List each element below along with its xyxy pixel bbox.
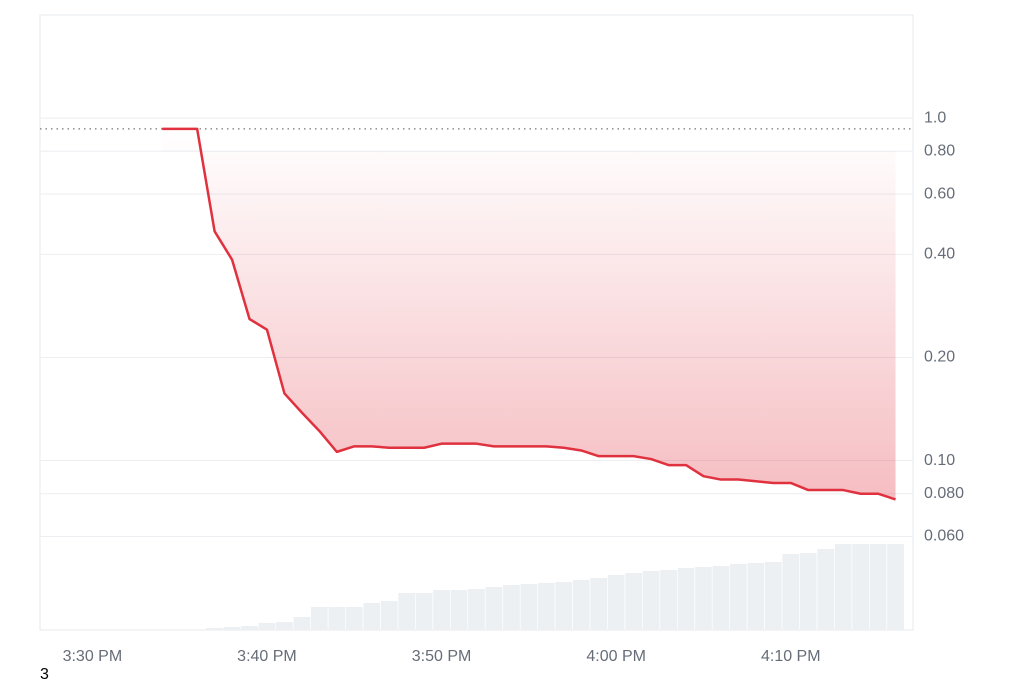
volume-bar [782, 554, 800, 630]
volume-bar [625, 573, 643, 630]
price-area [162, 128, 896, 500]
volume-bar [817, 549, 835, 630]
volume-bar [503, 585, 520, 630]
y-tick-label: 0.20 [924, 349, 955, 366]
volume-bar [799, 553, 817, 630]
volume-bar [258, 623, 276, 630]
volume-bar [310, 607, 328, 630]
x-tick-label: 3:50 PM [412, 648, 472, 665]
x-tick-label: 4:10 PM [761, 648, 821, 665]
volume-bar [695, 567, 712, 630]
volume-bar [380, 601, 398, 630]
y-tick-label: 0.60 [924, 185, 955, 202]
volume-bar [660, 570, 677, 630]
volume-bar [537, 583, 555, 630]
volume-bar [276, 622, 293, 630]
volume-bar [730, 564, 747, 630]
volume-bar [712, 566, 730, 630]
volume-bar [555, 582, 573, 630]
volume-bar [747, 563, 765, 630]
volume-bar [572, 580, 590, 630]
volume-bar [677, 568, 695, 630]
volume-bar [520, 584, 538, 630]
volume-bar [433, 590, 450, 630]
volume-bar [241, 626, 258, 630]
y-tick-label: 0.060 [924, 528, 964, 545]
volume-bar [485, 587, 503, 630]
y-tick-label: 0.10 [924, 452, 955, 469]
volume-bar [363, 603, 381, 630]
volume-bar [852, 544, 870, 630]
volume-bar [869, 544, 887, 630]
volume-bar [415, 593, 433, 630]
volume-bar [607, 575, 625, 630]
volume-bar [468, 589, 485, 630]
volume-bar [398, 593, 416, 630]
y-tick-label: 0.80 [924, 142, 955, 159]
volume-bar [293, 617, 311, 630]
volume-bar [206, 628, 223, 630]
volume-bar [590, 578, 608, 630]
price-line [162, 127, 896, 501]
y-tick-label: 1.0 [924, 109, 946, 126]
x-tick-label: 3:40 PM [237, 648, 297, 665]
volume-bar [887, 544, 904, 630]
volume-bar [834, 544, 852, 630]
volume-bar [642, 571, 660, 630]
volume-bar [328, 607, 346, 630]
y-tick-label: 0.080 [924, 485, 964, 502]
x-tick-label: 3:30 PM [63, 648, 123, 665]
volume-bar [345, 607, 363, 630]
volume-bar [450, 590, 468, 630]
y-tick-label: 0.40 [924, 246, 955, 263]
corner-label: 3 [40, 666, 49, 683]
x-tick-label: 4:00 PM [586, 648, 646, 665]
volume-bar [764, 562, 782, 630]
volume-bar [223, 627, 241, 630]
